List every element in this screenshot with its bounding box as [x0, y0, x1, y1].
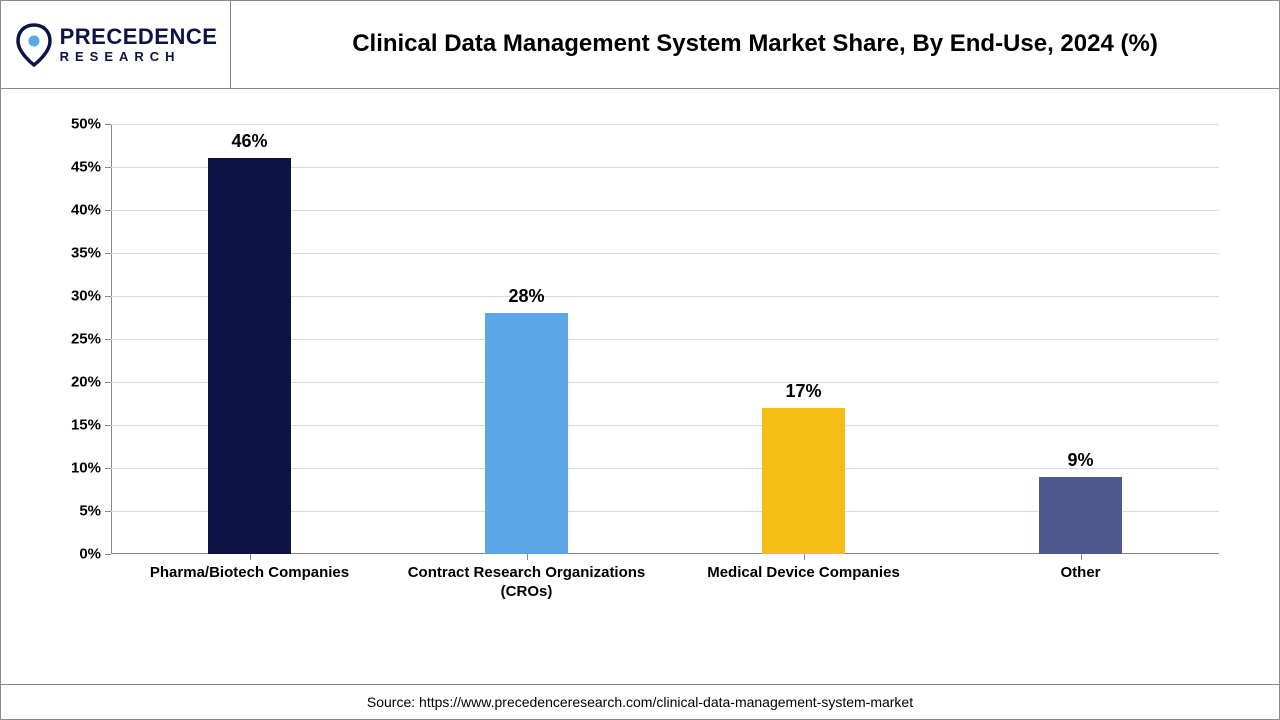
plot-inner: 0%5%10%15%20%25%30%35%40%45%50% 46%28%17…	[111, 124, 1219, 554]
y-tick-label: 30%	[51, 288, 101, 305]
chart-title: Clinical Data Management System Market S…	[352, 28, 1158, 60]
bar-rect	[762, 408, 845, 554]
source-row: Source: https://www.precedenceresearch.c…	[1, 685, 1279, 719]
y-tick-label: 35%	[51, 245, 101, 262]
x-tick-mark	[250, 554, 251, 560]
bar-value-label: 28%	[443, 286, 609, 307]
logo-text: PRECEDENCE RESEARCH	[60, 26, 218, 63]
x-tick-label: Contract Research Organizations (CROs)	[395, 564, 658, 602]
y-tick-label: 25%	[51, 331, 101, 348]
x-tick-mark	[804, 554, 805, 560]
x-tick-label: Other	[949, 564, 1212, 583]
logo-cell: PRECEDENCE RESEARCH	[1, 1, 231, 88]
y-tick-label: 10%	[51, 460, 101, 477]
bar-group: 17%	[762, 408, 845, 554]
x-tick-mark	[527, 554, 528, 560]
bar-group: 9%	[1039, 477, 1122, 554]
y-tick-label: 50%	[51, 116, 101, 133]
bar-rect	[1039, 477, 1122, 554]
y-tick-label: 0%	[51, 546, 101, 563]
bar-value-label: 9%	[997, 450, 1163, 471]
header-row: PRECEDENCE RESEARCH Clinical Data Manage…	[1, 1, 1279, 89]
bar-group: 46%	[208, 158, 291, 554]
logo-mark-icon	[14, 23, 54, 67]
y-tick-label: 20%	[51, 374, 101, 391]
bars-layer: 46% 28% 17% 9%	[111, 124, 1219, 554]
bar-rect	[208, 158, 291, 554]
bar-rect	[485, 313, 568, 554]
x-tick-mark	[1081, 554, 1082, 560]
chart-area: 0% 5% 10% 15% 20% 25% 30% 35% 40% 45% 50% 46% 28% 17…	[1, 89, 1279, 685]
bar-value-label: 46%	[166, 131, 332, 152]
y-tick-label: 15%	[51, 417, 101, 434]
y-tick-label: 45%	[51, 159, 101, 176]
source-text: Source: https://www.precedenceresearch.c…	[367, 694, 913, 710]
x-tick-label: Pharma/Biotech Companies	[118, 564, 381, 583]
x-tick-label: Medical Device Companies	[672, 564, 935, 583]
logo-line2: RESEARCH	[60, 50, 218, 63]
y-tick-label: 40%	[51, 202, 101, 219]
logo: PRECEDENCE RESEARCH	[14, 23, 218, 67]
logo-line1: PRECEDENCE	[60, 26, 218, 48]
y-tick-mark	[105, 554, 111, 555]
bar-group: 28%	[485, 313, 568, 554]
plot: 0% 5% 10% 15% 20% 25% 30% 35% 40% 45% 50% 46% 28% 17…	[41, 114, 1239, 604]
chart-card: PRECEDENCE RESEARCH Clinical Data Manage…	[0, 0, 1280, 720]
bar-value-label: 17%	[720, 381, 886, 402]
y-tick-label: 5%	[51, 503, 101, 520]
title-cell: Clinical Data Management System Market S…	[231, 1, 1279, 88]
